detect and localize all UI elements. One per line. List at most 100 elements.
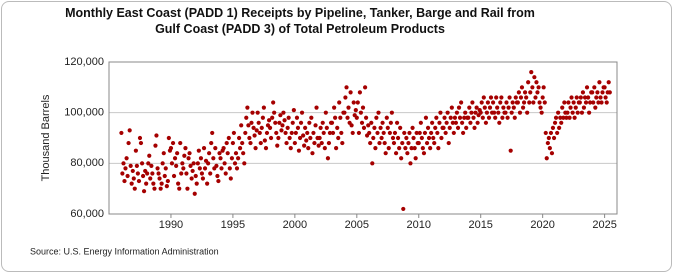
point [257,130,262,136]
point [561,115,566,120]
point [261,105,266,110]
point [317,135,322,141]
point [376,110,381,115]
point [358,110,363,115]
point [556,110,561,115]
point [353,108,358,113]
point [344,85,349,90]
point [175,151,180,156]
point [541,85,546,90]
point [443,130,448,136]
point [205,181,210,186]
point [199,171,205,176]
point [339,130,344,136]
point [464,125,469,130]
point [454,110,460,115]
point [409,146,414,151]
point [323,110,328,115]
point [178,140,183,146]
point [596,100,601,105]
x-tick-label: 2000 [283,219,307,231]
point [156,171,161,176]
point [412,146,417,151]
point [369,120,374,125]
point [310,151,315,156]
point [164,184,169,189]
point [537,100,542,105]
point [411,135,416,141]
point [327,130,333,136]
point [491,110,497,115]
point [374,115,379,120]
point [133,148,138,153]
point [512,115,517,120]
point [583,100,589,105]
point [498,100,503,105]
point [314,105,319,110]
point [539,110,544,115]
point [248,140,253,146]
point [163,166,168,171]
point [242,161,247,166]
point [193,173,198,179]
point [169,161,175,166]
point [410,125,415,130]
point [566,100,571,105]
point [338,115,343,120]
point [475,120,480,125]
point [200,176,206,181]
y-tick-label: 80,000 [70,157,104,169]
point [390,135,396,141]
point [307,120,312,125]
point [231,130,236,136]
point [202,166,208,171]
point [420,146,425,151]
point [459,100,464,105]
point [504,100,509,105]
point [441,125,446,130]
point [542,100,547,105]
point [258,140,263,146]
point [226,135,231,141]
point [553,115,559,120]
point [579,110,585,115]
point [324,125,329,130]
point [330,130,336,136]
point [472,125,477,130]
point [152,186,157,191]
point [602,85,607,90]
point [478,110,483,115]
point [430,120,435,125]
point [289,130,294,136]
point [531,100,536,105]
point [380,120,385,125]
point [578,95,583,100]
point [450,120,455,125]
x-tick-label: 2025 [592,219,616,231]
point [597,80,602,85]
x-tick-label: 1995 [221,219,245,231]
point [518,95,524,100]
point [547,146,552,151]
point [463,110,468,115]
point [367,130,372,136]
point [259,125,264,130]
point [487,105,493,110]
x-tick-label: 2015 [468,219,492,231]
point [555,130,560,136]
point [490,100,496,105]
point [357,90,363,95]
point [381,130,386,136]
point [545,140,550,146]
point [517,110,523,115]
point [391,140,397,146]
point [340,140,345,146]
point [432,140,437,146]
point [509,110,514,115]
point [306,146,311,151]
point [606,80,611,85]
point [529,70,534,75]
point [256,120,261,125]
point [149,163,154,168]
point [457,115,463,120]
